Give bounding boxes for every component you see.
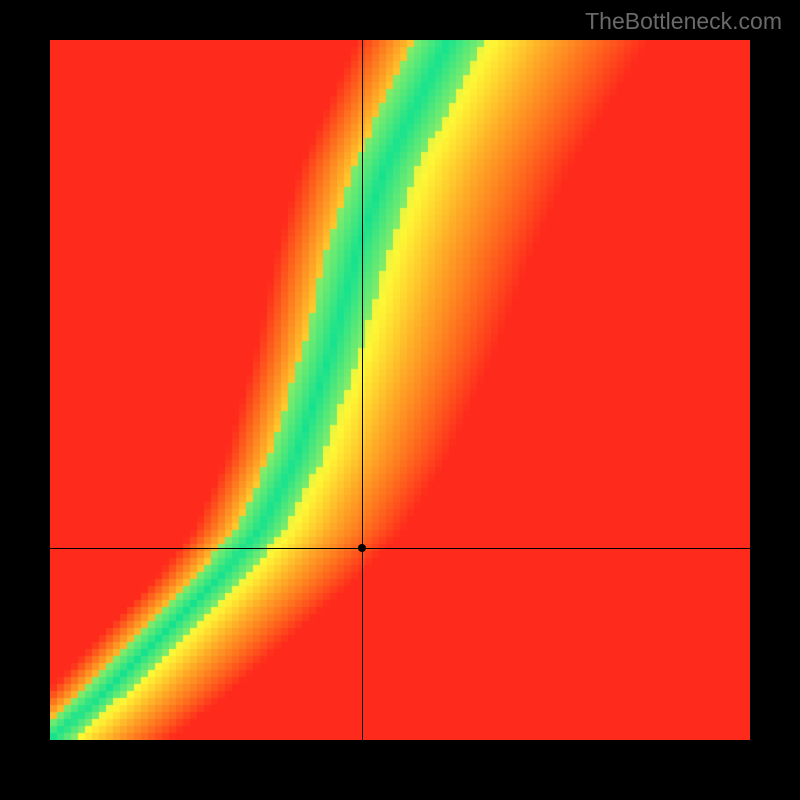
crosshair-vertical <box>362 40 363 740</box>
watermark: TheBottleneck.com <box>585 8 782 35</box>
crosshair-horizontal <box>50 548 750 549</box>
heatmap-canvas <box>50 40 750 740</box>
bottleneck-heatmap <box>50 40 750 740</box>
crosshair-dot <box>358 544 366 552</box>
